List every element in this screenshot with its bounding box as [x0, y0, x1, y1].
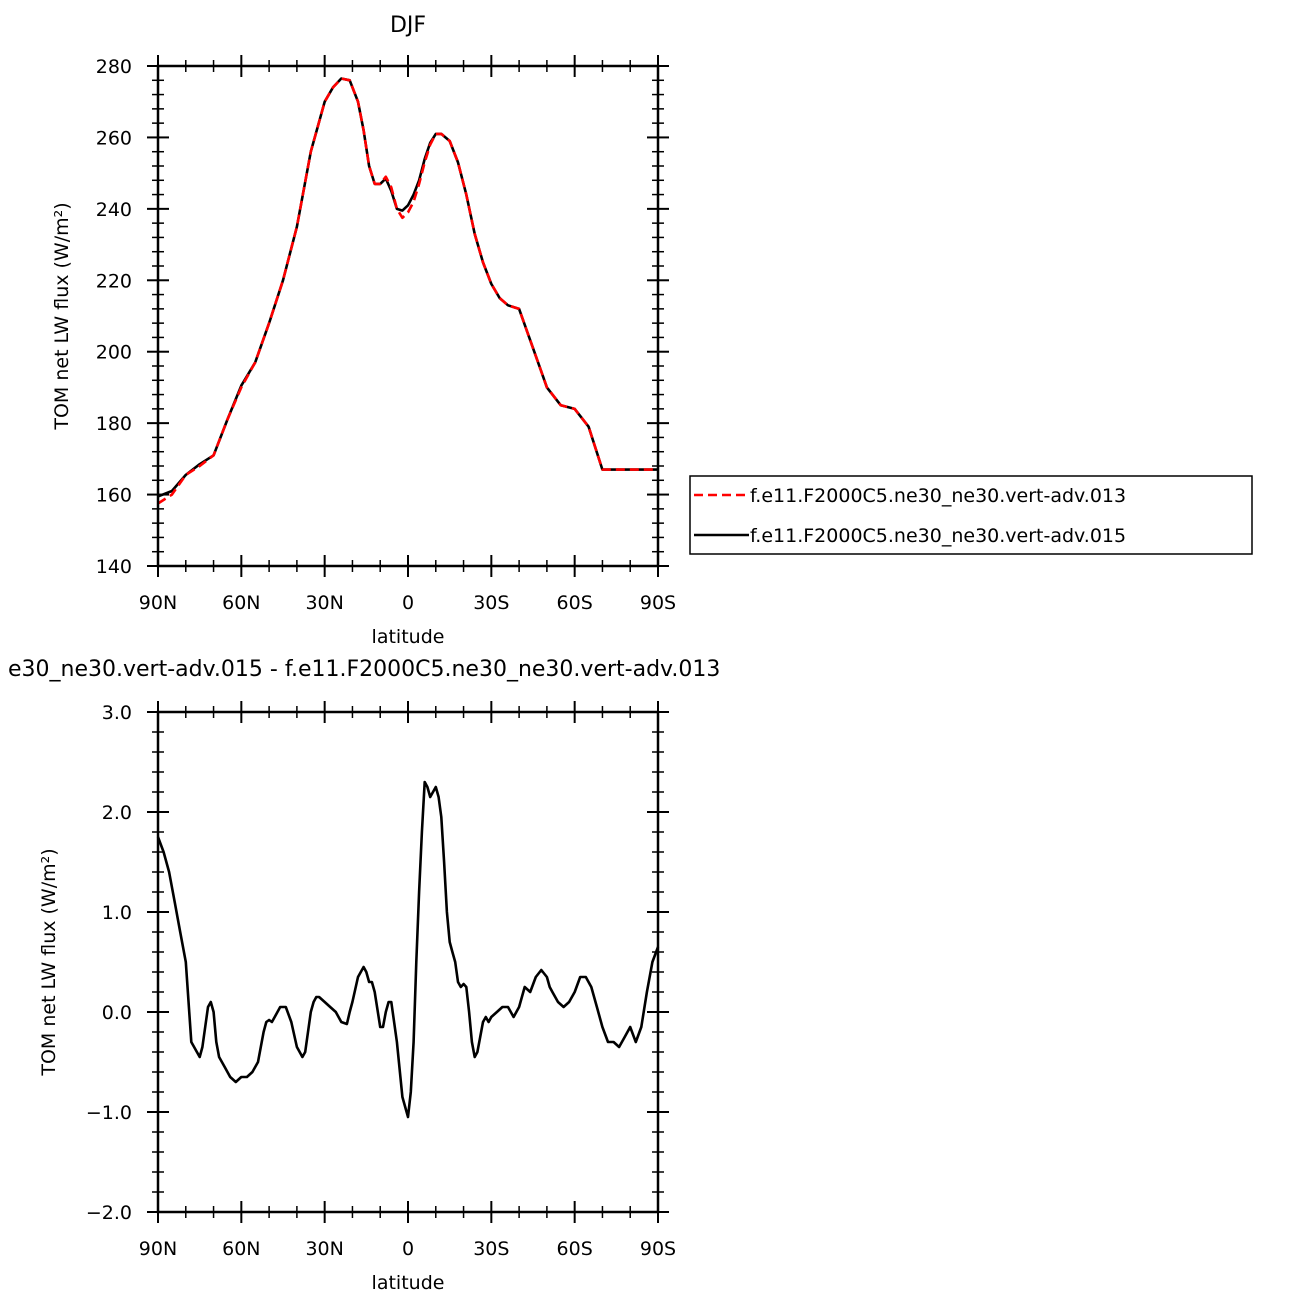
top-y-tick-label: 260 [96, 127, 132, 149]
top-series-line-0 [157, 77, 658, 505]
bottom-chart-series [156, 780, 660, 1119]
top-chart-frame [156, 64, 660, 568]
bottom-y-tick-label: 3.0 [102, 702, 132, 724]
bottom-x-tick-label: 60N [222, 1238, 260, 1260]
bottom-chart-y-axis-label: TOM net LW flux (W/m²) [38, 848, 60, 1076]
bottom-x-tick-label: 90N [139, 1238, 177, 1260]
top-chart-x-tick-labels: 90N 60N 30N 0 30S 60S 90S [139, 592, 676, 614]
chart-legend: f.e11.F2000C5.ne30_ne30.vert-adv.013 f.e… [689, 475, 1253, 555]
bottom-chart-frame [156, 710, 660, 1214]
top-x-tick-label: 60S [557, 592, 593, 614]
bottom-series-line-0 [156, 780, 660, 1119]
legend-label-015: f.e11.F2000C5.ne30_ne30.vert-adv.015 [750, 525, 1126, 547]
top-chart-title: DJF [390, 13, 426, 38]
top-y-tick-label: 240 [96, 199, 132, 221]
bottom-y-tick-label: −1.0 [86, 1102, 132, 1124]
top-x-tick-label: 0 [402, 592, 414, 614]
bottom-x-tick-label: 30S [473, 1238, 509, 1260]
bottom-y-tick-label: 1.0 [102, 902, 132, 924]
bottom-chart-y-tick-labels: −2.0 −1.0 0.0 1.0 2.0 3.0 [86, 702, 132, 1224]
bottom-x-tick-label: 0 [402, 1238, 414, 1260]
legend-label-013: f.e11.F2000C5.ne30_ne30.vert-adv.013 [750, 485, 1126, 507]
bottom-x-tick-label: 90S [640, 1238, 676, 1260]
top-series-line-1 [157, 77, 658, 498]
bottom-y-tick-label: 2.0 [102, 802, 132, 824]
top-y-tick-label: 280 [96, 56, 132, 78]
top-y-tick-label: 140 [96, 556, 132, 578]
top-x-tick-label: 60N [222, 592, 260, 614]
top-x-tick-label: 30S [473, 592, 509, 614]
bottom-chart-x-axis-label: latitude [372, 1272, 445, 1294]
top-chart-ticks [147, 55, 669, 577]
top-chart-x-axis-label: latitude [372, 626, 445, 648]
bottom-x-tick-label: 30N [305, 1238, 343, 1260]
top-chart-panel: DJF 90N 60N 30N 0 30S 60S 90S 140 160 180 200 220 2… [51, 13, 676, 648]
bottom-chart-panel: e30_ne30.vert-adv.015 - f.e11.F2000C5.ne… [8, 657, 720, 1294]
top-chart-series [157, 77, 658, 505]
top-x-tick-label: 30N [305, 592, 343, 614]
top-chart-y-axis-label: TOM net LW flux (W/m²) [51, 202, 73, 430]
bottom-x-tick-label: 60S [557, 1238, 593, 1260]
top-chart-y-tick-labels: 140 160 180 200 220 240 260 280 [96, 56, 132, 578]
bottom-chart-x-tick-labels: 90N 60N 30N 0 30S 60S 90S [139, 1238, 676, 1260]
bottom-chart-ticks [147, 701, 669, 1223]
bottom-y-tick-label: −2.0 [86, 1202, 132, 1224]
top-y-tick-label: 180 [96, 413, 132, 435]
bottom-chart-title: e30_ne30.vert-adv.015 - f.e11.F2000C5.ne… [8, 657, 720, 682]
top-y-tick-label: 160 [96, 485, 132, 507]
top-x-tick-label: 90N [139, 592, 177, 614]
legend-box [689, 475, 1253, 555]
top-y-tick-label: 200 [96, 342, 132, 364]
bottom-y-tick-label: 0.0 [102, 1002, 132, 1024]
top-x-tick-label: 90S [640, 592, 676, 614]
top-y-tick-label: 220 [96, 270, 132, 292]
